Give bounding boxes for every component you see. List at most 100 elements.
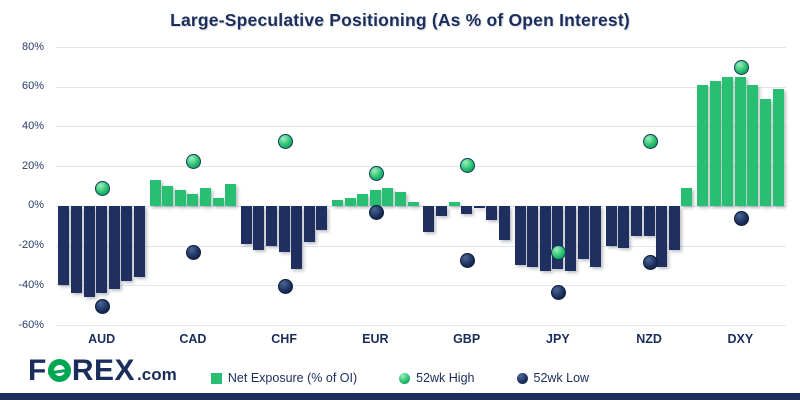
bar-jpy-1 — [514, 205, 526, 266]
plot-area — [56, 47, 786, 326]
bar-nzd-4 — [643, 205, 655, 236]
x-axis-label-dxy: DXY — [727, 332, 754, 346]
52wk-high-dot-jpy — [551, 245, 567, 261]
legend-item-1: Net Exposure (% of OI) — [210, 371, 358, 385]
bar-aud-5 — [108, 205, 120, 290]
y-axis-label: 40% — [21, 119, 44, 132]
forex-logo: F REX .com — [28, 354, 177, 388]
52wk-low-dot-nzd — [642, 254, 658, 270]
x-axis-label-nzd: NZD — [636, 332, 662, 346]
bar-aud-2 — [70, 205, 82, 294]
52wk-high-dot-cad — [186, 153, 202, 169]
52wk-low-dot-cad — [186, 245, 202, 261]
legend-item-2: 52wk High — [399, 371, 475, 385]
logo-text-f: F — [28, 354, 47, 387]
gridline — [56, 166, 786, 168]
bar-gbp-2 — [435, 205, 447, 216]
x-axis-label-gbp: GBP — [453, 332, 481, 346]
bar-chf-4 — [278, 205, 290, 252]
bar-gbp-3 — [448, 201, 460, 206]
logo-o-icon — [47, 359, 71, 382]
x-axis: AUD CAD CHF EUR GBP JPY NZD DXY — [56, 332, 786, 350]
bar-aud-3 — [83, 205, 95, 298]
bar-chf-1 — [240, 205, 252, 244]
bar-aud-6 — [121, 205, 133, 282]
bar-dxy-3 — [722, 76, 734, 206]
gridline — [56, 86, 786, 88]
bar-aud-4 — [96, 205, 108, 294]
bar-jpy-3 — [539, 205, 551, 272]
y-axis-label: 80% — [21, 40, 44, 53]
bar-eur-2 — [344, 197, 356, 206]
bar-cad-1 — [149, 180, 161, 206]
bar-jpy-6 — [577, 205, 589, 260]
legend-square-icon — [210, 372, 222, 384]
y-axis-label: -60% — [18, 318, 44, 331]
legend-circle-icon — [516, 372, 528, 384]
x-axis-label-aud: AUD — [88, 332, 116, 346]
52wk-high-dot-chf — [277, 133, 293, 149]
logo-suffix: .com — [137, 365, 177, 384]
y-axis-label: 60% — [21, 80, 44, 93]
x-axis-label-eur: EUR — [362, 332, 389, 346]
bar-gbp-7 — [498, 205, 510, 240]
y-axis-label: 0% — [28, 199, 44, 212]
52wk-high-dot-eur — [368, 165, 384, 181]
bar-dxy-1 — [697, 84, 709, 206]
52wk-low-dot-aud — [95, 298, 111, 314]
bar-eur-7 — [407, 201, 419, 206]
legend-label: 52wk Low — [533, 371, 590, 385]
52wk-low-dot-gbp — [460, 252, 476, 268]
bar-dxy-6 — [760, 98, 772, 206]
bar-nzd-6 — [668, 205, 680, 250]
gridline — [56, 126, 786, 128]
52wk-high-dot-aud — [95, 181, 111, 197]
logo-text-rex: REX — [71, 354, 136, 387]
bar-cad-5 — [199, 187, 211, 206]
52wk-low-dot-dxy — [733, 211, 749, 227]
bar-gbp-5 — [473, 205, 485, 208]
bar-jpy-4 — [552, 205, 564, 270]
y-axis-label: -40% — [18, 278, 44, 291]
legend: Net Exposure (% of OI) 52wk High 52wk Low — [0, 371, 800, 385]
gridline — [56, 245, 786, 247]
legend-label: 52wk High — [416, 371, 475, 385]
bar-jpy-5 — [564, 205, 576, 272]
gridline — [56, 205, 786, 207]
bottom-brand-strip — [0, 393, 800, 400]
bar-dxy-7 — [772, 88, 784, 206]
bar-gbp-6 — [486, 205, 498, 220]
bar-eur-6 — [395, 191, 407, 206]
52wk-high-dot-gbp — [460, 157, 476, 173]
52wk-low-dot-jpy — [551, 284, 567, 300]
bar-dxy-2 — [709, 80, 721, 206]
bar-eur-3 — [357, 193, 369, 206]
52wk-low-dot-eur — [368, 205, 384, 221]
52wk-high-dot-dxy — [733, 60, 749, 76]
y-axis-label: -20% — [18, 239, 44, 252]
legend-circle-icon — [399, 372, 411, 384]
bar-cad-6 — [212, 197, 224, 206]
bar-chf-2 — [253, 205, 265, 250]
bar-cad-4 — [187, 193, 199, 206]
bar-cad-2 — [162, 186, 174, 206]
bar-gbp-1 — [423, 205, 435, 232]
gridline — [56, 325, 786, 326]
bar-aud-1 — [58, 205, 70, 286]
legend-label: Net Exposure (% of OI) — [227, 371, 358, 385]
bar-chf-5 — [291, 205, 303, 270]
gridline — [56, 47, 786, 48]
bar-jpy-7 — [590, 205, 602, 268]
bar-nzd-1 — [605, 205, 617, 246]
x-axis-label-chf: CHF — [271, 332, 297, 346]
x-axis-label-cad: CAD — [179, 332, 207, 346]
bar-nzd-3 — [631, 205, 643, 236]
bar-dxy-5 — [747, 84, 759, 206]
52wk-high-dot-nzd — [642, 133, 658, 149]
x-axis-label-jpy: JPY — [546, 332, 570, 346]
bar-chf-6 — [303, 205, 315, 242]
bar-dxy-4 — [734, 76, 746, 206]
y-axis-label: 20% — [21, 159, 44, 172]
bar-cad-3 — [174, 189, 186, 206]
y-axis: 80% 60% 40% 20% 0% -20% -40% -60% — [0, 41, 48, 331]
